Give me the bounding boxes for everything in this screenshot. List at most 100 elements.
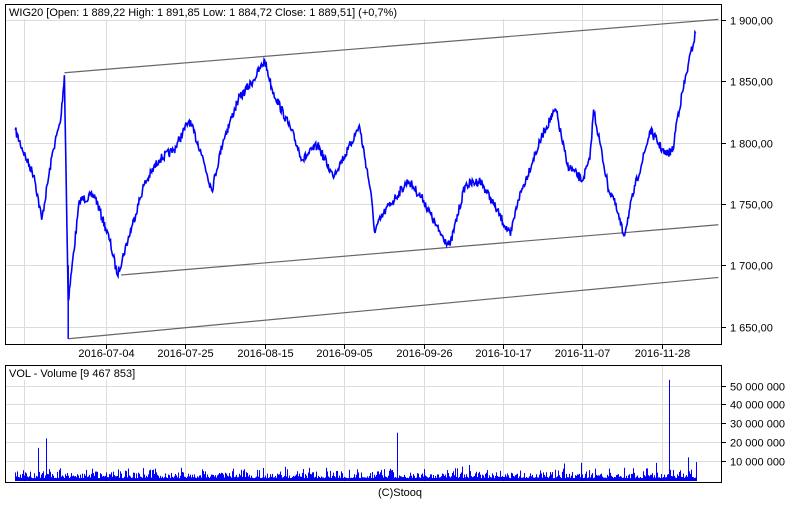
- volume-bar: [214, 476, 215, 481]
- volume-bar: [87, 476, 88, 481]
- volume-bar: [77, 474, 78, 481]
- volume-bar: [298, 476, 299, 481]
- volume-bar: [521, 477, 522, 481]
- volume-bar: [246, 472, 247, 481]
- volume-bar: [489, 475, 490, 481]
- volume-bar: [69, 478, 70, 481]
- volume-bar: [283, 477, 284, 481]
- volume-bar: [395, 477, 396, 481]
- volume-bar: [259, 470, 260, 481]
- volume-bar: [557, 476, 558, 481]
- volume-bar: [501, 476, 502, 481]
- volume-bar: [200, 475, 201, 481]
- volume-bar: [350, 477, 351, 481]
- price-tick-label: 1 850,00: [730, 77, 773, 89]
- volume-bar: [505, 474, 506, 481]
- volume-bar: [642, 477, 643, 481]
- volume-bar: [546, 472, 547, 481]
- volume-bar: [573, 478, 574, 481]
- volume-bar: [141, 477, 142, 481]
- volume-bar: [594, 477, 595, 481]
- volume-bar: [508, 475, 509, 481]
- volume-bar: [355, 477, 356, 481]
- volume-bar: [572, 472, 573, 481]
- volume-bar: [635, 477, 636, 481]
- volume-bar: [401, 476, 402, 481]
- volume-bar: [202, 469, 203, 481]
- volume-bar: [76, 477, 77, 481]
- volume-bar: [626, 475, 627, 481]
- volume-bar: [664, 474, 665, 481]
- volume-bar: [617, 474, 618, 481]
- volume-bar: [597, 475, 598, 481]
- volume-bar: [15, 472, 16, 481]
- volume-bar: [412, 477, 413, 481]
- volume-bar: [227, 475, 228, 481]
- volume-bar: [294, 476, 295, 481]
- volume-bar: [41, 474, 42, 481]
- volume-bar: [192, 474, 193, 481]
- volume-bar: [373, 478, 374, 481]
- volume-bar: [264, 477, 265, 481]
- volume-tick-label: 40 000 000: [730, 400, 785, 412]
- volume-bar: [103, 475, 104, 481]
- volume-bar: [178, 472, 179, 481]
- volume-bar: [596, 474, 597, 481]
- volume-bar: [57, 471, 58, 481]
- volume-bar: [667, 474, 668, 481]
- volume-bar: [448, 472, 449, 481]
- volume-bar: [183, 472, 184, 481]
- volume-bar: [60, 468, 61, 481]
- volume-bar: [334, 476, 335, 481]
- price-tick-label: 1 800,00: [730, 139, 773, 151]
- volume-bar: [70, 476, 71, 481]
- volume-bar: [530, 473, 531, 481]
- volume-bar: [554, 478, 555, 481]
- volume-bar: [655, 477, 656, 481]
- volume-bar: [451, 476, 452, 481]
- volume-bar: [233, 468, 234, 481]
- volume-bar: [285, 466, 286, 481]
- volume-bar: [278, 474, 279, 481]
- trend-line: [64, 18, 719, 74]
- volume-bar: [308, 472, 309, 481]
- volume-bar: [48, 474, 49, 481]
- volume-bar: [358, 472, 359, 481]
- volume-bar: [492, 473, 493, 481]
- volume-bar: [198, 477, 199, 481]
- volume-bar: [678, 476, 679, 481]
- volume-bar: [446, 477, 447, 481]
- volume-bar: [300, 476, 301, 481]
- volume-bar: [338, 477, 339, 481]
- volume-bar: [221, 472, 222, 481]
- volume-bar: [347, 478, 348, 481]
- volume-bar: [610, 472, 611, 481]
- volume-bar: [544, 475, 545, 481]
- volume-bar: [123, 478, 124, 481]
- volume-grid: [6, 366, 721, 482]
- volume-bar: [419, 477, 420, 481]
- volume-bar: [289, 475, 290, 481]
- volume-bar: [648, 475, 649, 481]
- volume-bar: [469, 465, 470, 481]
- volume-bar: [312, 472, 313, 481]
- volume-bar: [99, 478, 100, 481]
- volume-bar: [352, 477, 353, 481]
- price-series: [14, 29, 697, 339]
- volume-bar: [162, 476, 163, 481]
- volume-bar: [598, 475, 599, 481]
- volume-bar: [177, 477, 178, 481]
- volume-bar: [67, 472, 68, 481]
- volume-bar: [199, 475, 200, 481]
- volume-bar: [497, 475, 498, 481]
- volume-bar: [331, 477, 332, 481]
- volume-bar: [206, 477, 207, 481]
- volume-bar: [376, 475, 377, 481]
- volume-bar: [280, 471, 281, 481]
- volume-bar: [507, 473, 508, 481]
- volume-bar: [314, 477, 315, 481]
- volume-bar: [232, 471, 233, 481]
- volume-bar: [27, 476, 28, 481]
- volume-bar: [517, 473, 518, 481]
- volume-bar: [387, 477, 388, 481]
